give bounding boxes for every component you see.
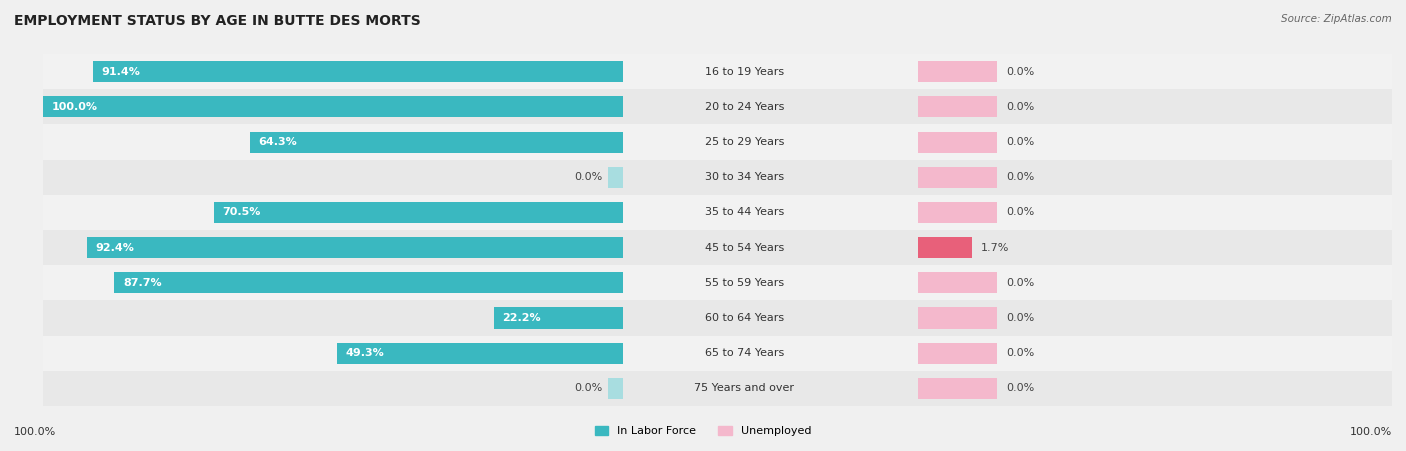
Text: 100.0%: 100.0% — [1350, 428, 1392, 437]
Legend: In Labor Force, Unemployed: In Labor Force, Unemployed — [591, 422, 815, 441]
Text: 25 to 29 Years: 25 to 29 Years — [704, 137, 785, 147]
Bar — [87, 237, 623, 258]
Bar — [44, 89, 1202, 124]
Bar — [918, 61, 997, 82]
Text: 70.5%: 70.5% — [222, 207, 262, 217]
Bar — [44, 54, 1202, 89]
Bar — [44, 230, 1202, 265]
Text: 0.0%: 0.0% — [1007, 137, 1035, 147]
Bar — [44, 160, 1202, 195]
Bar — [93, 61, 623, 82]
Text: 30 to 34 Years: 30 to 34 Years — [704, 172, 785, 182]
Text: 0.0%: 0.0% — [1007, 172, 1035, 182]
Text: 0.0%: 0.0% — [1007, 348, 1035, 358]
Bar — [918, 132, 997, 152]
Bar — [0, 336, 1406, 371]
Bar — [918, 343, 997, 364]
Bar — [918, 308, 997, 328]
Bar — [44, 336, 1202, 371]
Bar — [44, 124, 1202, 160]
Bar — [607, 378, 623, 399]
Bar — [494, 308, 623, 328]
Bar — [44, 265, 1202, 300]
Bar — [918, 97, 997, 117]
Bar — [0, 336, 1406, 371]
Text: 0.0%: 0.0% — [1007, 278, 1035, 288]
Bar — [0, 160, 1406, 195]
Text: 0.0%: 0.0% — [574, 383, 602, 393]
Text: 91.4%: 91.4% — [101, 67, 141, 77]
Bar — [607, 167, 623, 188]
Text: Source: ZipAtlas.com: Source: ZipAtlas.com — [1281, 14, 1392, 23]
Bar — [214, 202, 623, 223]
Bar — [918, 378, 997, 399]
Text: 0.0%: 0.0% — [1007, 67, 1035, 77]
Text: 35 to 44 Years: 35 to 44 Years — [704, 207, 785, 217]
Bar — [0, 300, 1406, 336]
Bar — [918, 202, 997, 223]
Bar — [0, 54, 1406, 89]
Bar — [0, 371, 1406, 406]
Bar — [918, 237, 972, 258]
Bar — [44, 300, 1202, 336]
Text: 65 to 74 Years: 65 to 74 Years — [704, 348, 785, 358]
Text: 45 to 54 Years: 45 to 54 Years — [704, 243, 785, 253]
Bar — [114, 272, 623, 293]
Bar — [0, 265, 1406, 300]
Text: 0.0%: 0.0% — [1007, 383, 1035, 393]
Bar — [0, 160, 1406, 195]
Bar — [918, 167, 997, 188]
Text: 16 to 19 Years: 16 to 19 Years — [704, 67, 785, 77]
Text: 55 to 59 Years: 55 to 59 Years — [704, 278, 785, 288]
Bar — [0, 124, 1406, 160]
Bar — [0, 195, 1406, 230]
Text: EMPLOYMENT STATUS BY AGE IN BUTTE DES MORTS: EMPLOYMENT STATUS BY AGE IN BUTTE DES MO… — [14, 14, 420, 28]
Text: 22.2%: 22.2% — [502, 313, 541, 323]
Bar — [0, 54, 1406, 89]
Text: 75 Years and over: 75 Years and over — [695, 383, 794, 393]
Text: 92.4%: 92.4% — [96, 243, 135, 253]
Text: 0.0%: 0.0% — [1007, 207, 1035, 217]
Text: 49.3%: 49.3% — [346, 348, 384, 358]
Bar — [0, 300, 1406, 336]
Bar — [0, 371, 1406, 406]
Bar — [0, 230, 1406, 265]
Bar — [0, 195, 1406, 230]
Text: 20 to 24 Years: 20 to 24 Years — [704, 102, 785, 112]
Bar — [0, 230, 1406, 265]
Text: 87.7%: 87.7% — [122, 278, 162, 288]
Text: 1.7%: 1.7% — [981, 243, 1010, 253]
Bar — [0, 89, 1406, 124]
Text: 0.0%: 0.0% — [574, 172, 602, 182]
Bar — [0, 124, 1406, 160]
Text: 0.0%: 0.0% — [1007, 313, 1035, 323]
Text: 100.0%: 100.0% — [14, 428, 56, 437]
Bar — [44, 195, 1202, 230]
Bar — [250, 132, 623, 152]
Bar — [44, 371, 1202, 406]
Bar — [0, 265, 1406, 300]
Text: 0.0%: 0.0% — [1007, 102, 1035, 112]
Bar — [44, 97, 623, 117]
Bar — [0, 89, 1406, 124]
Bar — [918, 272, 997, 293]
Text: 64.3%: 64.3% — [259, 137, 297, 147]
Text: 100.0%: 100.0% — [52, 102, 98, 112]
Text: 60 to 64 Years: 60 to 64 Years — [704, 313, 785, 323]
Bar — [337, 343, 623, 364]
